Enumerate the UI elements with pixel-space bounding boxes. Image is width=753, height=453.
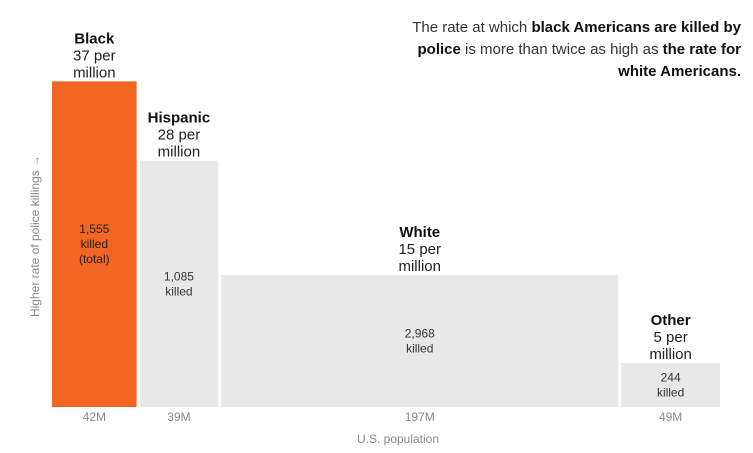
bar-white (221, 275, 619, 407)
population-label-other: 49M (659, 410, 682, 424)
rate-label-hispanic: 28 per (158, 127, 201, 144)
rate-label-black: 37 per (73, 47, 116, 64)
rate-unit-label-black: million (73, 64, 116, 81)
headline-text-1: The rate at which (412, 19, 532, 36)
killed-count-other: 244 (661, 371, 681, 385)
category-label-black: Black (74, 30, 115, 47)
rate-unit-label-hispanic: million (158, 144, 201, 161)
headline-text-2: is more than twice as high as (460, 41, 663, 58)
headline: The rate at which black Americans are ki… (401, 17, 741, 83)
rate-unit-label-white: million (398, 258, 441, 275)
killed-label-white: killed (406, 342, 433, 356)
category-label-white: White (399, 224, 440, 241)
rate-label-other: 5 per (654, 329, 688, 346)
headline-bold-2: the rate for white Americans. (618, 41, 741, 80)
killed-label-hispanic: killed (165, 284, 192, 298)
x-axis-label: U.S. population (357, 432, 439, 446)
killed-count-hispanic: 1,085 (164, 269, 194, 283)
headline-bold-1: black Americans are killed by police (417, 19, 741, 58)
killed-count-white: 2,968 (405, 327, 435, 341)
population-label-black: 42M (83, 410, 106, 424)
rate-unit-label-other: million (649, 346, 692, 363)
category-label-hispanic: Hispanic (148, 110, 211, 127)
rate-label-white: 15 per (398, 241, 441, 258)
population-label-hispanic: 39M (167, 410, 190, 424)
killed-count-black: 1,555 (79, 222, 109, 236)
killed-extra-black: (total) (79, 252, 110, 266)
bar-black (52, 81, 137, 408)
population-label-white: 197M (405, 410, 435, 424)
bar-other (621, 363, 720, 407)
y-axis-label: Higher rate of police killings → (28, 155, 42, 317)
killed-label-black: killed (81, 237, 108, 251)
bar-hispanic (139, 160, 219, 407)
category-label-other: Other (651, 312, 691, 329)
killed-label-other: killed (657, 386, 684, 400)
